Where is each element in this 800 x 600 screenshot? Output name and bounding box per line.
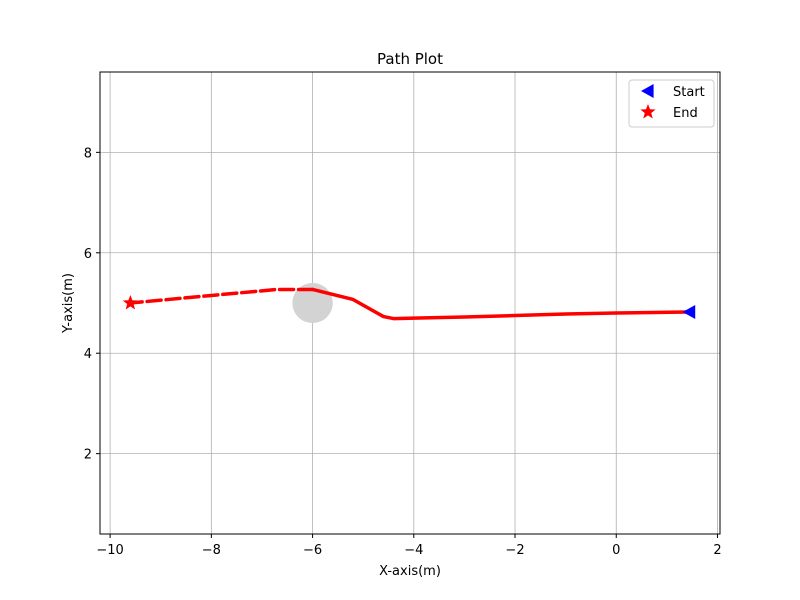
ticks: −10 −8 −6 −4 −2 0 2 2 4 6 8 [84, 146, 722, 558]
legend-start-label: Start [673, 85, 705, 100]
x-tick-label: 0 [612, 543, 620, 558]
x-tick-label: −2 [505, 543, 524, 558]
path-line-dashed [128, 287, 315, 305]
start-marker [682, 305, 696, 320]
legend-start-triangle [641, 84, 654, 98]
legend-start-marker [641, 84, 654, 98]
chart-title: Path Plot [377, 50, 443, 68]
path-line-solid [310, 287, 689, 321]
legend-end-label: End [673, 106, 698, 121]
x-tick-label: −6 [303, 543, 322, 558]
x-tick-label: −4 [404, 543, 423, 558]
y-tick-label: 6 [84, 247, 92, 262]
y-tick-label: 2 [84, 448, 92, 463]
y-axis-label: Y-axis(m) [61, 273, 76, 334]
y-tick-label: 4 [84, 347, 92, 362]
end-marker [122, 295, 138, 310]
legend-end-star [640, 104, 656, 119]
legend: Start End [628, 79, 715, 128]
plot-frame [99, 71, 721, 535]
x-axis-label: X-axis(m) [379, 564, 441, 579]
x-tick-label: 2 [713, 543, 721, 558]
y-tick-label: 8 [84, 146, 92, 161]
x-tick-label: −8 [202, 543, 221, 558]
legend-end-marker [640, 104, 656, 119]
series-layer [128, 287, 689, 321]
marker-layer [122, 295, 696, 320]
x-tick-label: −10 [96, 543, 123, 558]
